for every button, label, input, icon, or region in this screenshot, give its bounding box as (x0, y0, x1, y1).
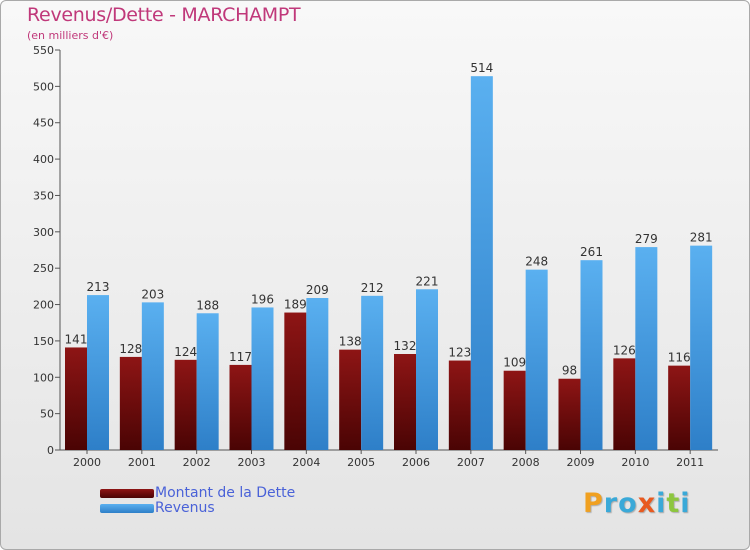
bar-revenue (470, 76, 493, 450)
data-label-debt: 189 (284, 298, 307, 312)
data-label-debt: 132 (394, 339, 417, 353)
bar-revenue (141, 302, 164, 450)
y-tick-label: 300 (33, 226, 54, 239)
bar-revenue (416, 289, 438, 450)
bar-debt (394, 354, 416, 450)
bar-revenue (251, 307, 274, 450)
bar-debt (448, 360, 471, 450)
bar-revenue (306, 298, 329, 450)
x-tick-label: 2011 (676, 456, 704, 469)
data-label-debt: 141 (65, 332, 88, 346)
data-label-revenue: 213 (87, 280, 110, 294)
data-label-revenue: 248 (525, 255, 548, 269)
bar-revenue (361, 295, 384, 450)
data-label-revenue: 279 (635, 232, 658, 246)
x-tick-label: 2008 (512, 456, 540, 469)
x-tick-label: 2003 (238, 456, 266, 469)
data-label-debt: 126 (613, 343, 636, 357)
data-label-debt: 128 (119, 342, 142, 356)
bar-debt (284, 312, 307, 450)
bar-debt (668, 365, 691, 450)
y-tick-label: 550 (33, 44, 54, 57)
y-tick-label: 500 (33, 80, 54, 93)
x-tick-label: 2001 (128, 456, 156, 469)
data-label-revenue: 188 (196, 298, 219, 312)
data-label-revenue: 261 (580, 245, 603, 259)
legend-label-revenue: Revenus (155, 500, 215, 516)
data-label-revenue: 212 (361, 281, 384, 295)
axes: 0 50 100 150 200 250 300 350 400 450 500 550 2000 200… (33, 44, 718, 469)
bar-debt (174, 359, 197, 450)
x-tick-label: 2010 (621, 456, 649, 469)
chart-subtitle: (en milliers d'€) (27, 29, 114, 42)
y-tick-label: 200 (33, 299, 54, 312)
data-label-debt: 138 (339, 335, 362, 349)
x-tick-label: 2009 (567, 456, 595, 469)
legend-swatch-revenue (100, 504, 154, 513)
data-label-debt: 98 (562, 364, 577, 378)
legend-label-debt: Montant de la Dette (155, 485, 296, 501)
data-label-revenue: 221 (416, 274, 439, 288)
bar-debt (339, 349, 362, 450)
bar-revenue (87, 295, 109, 450)
data-label-revenue: 209 (306, 283, 329, 297)
x-tick-label: 2002 (183, 456, 211, 469)
data-label-revenue: 514 (470, 61, 493, 75)
bar-revenue (690, 245, 713, 450)
bar-debt (65, 347, 87, 450)
bar-debt (229, 364, 252, 450)
y-tick-label: 100 (33, 371, 54, 384)
data-label-debt: 124 (174, 345, 197, 359)
bar-revenue (525, 269, 548, 450)
data-label-debt: 116 (668, 351, 691, 365)
x-tick-label: 2000 (73, 456, 101, 469)
y-tick-label: 50 (40, 408, 54, 421)
bar-debt (119, 356, 142, 450)
y-tick-label: 350 (33, 189, 54, 202)
x-tick-label: 2004 (292, 456, 320, 469)
data-label-revenue: 203 (141, 287, 164, 301)
y-tick-label: 150 (33, 335, 54, 348)
bars (65, 76, 713, 450)
data-label-debt: 117 (229, 350, 252, 364)
bar-debt (503, 370, 526, 450)
y-tick-label: 250 (33, 262, 54, 275)
y-tick-label: 400 (33, 153, 54, 166)
chart-title: Revenus/Dette - MARCHAMPT (27, 4, 301, 26)
data-label-debt: 109 (503, 356, 526, 370)
y-tick-label: 0 (47, 444, 54, 457)
y-tick-label: 450 (33, 117, 54, 130)
proxiti-logo: Proxiti (583, 488, 691, 519)
bar-revenue (580, 260, 603, 450)
data-label-debt: 123 (448, 346, 471, 360)
bar-debt (613, 358, 636, 450)
x-tick-label: 2005 (347, 456, 375, 469)
bar-revenue (635, 247, 658, 450)
legend-swatch-debt (100, 489, 154, 498)
data-label-revenue: 281 (690, 231, 713, 245)
bar-debt (558, 378, 581, 450)
x-tick-label: 2006 (402, 456, 430, 469)
data-label-revenue: 196 (251, 292, 274, 306)
x-tick-label: 2007 (457, 456, 485, 469)
bar-revenue (196, 313, 219, 450)
